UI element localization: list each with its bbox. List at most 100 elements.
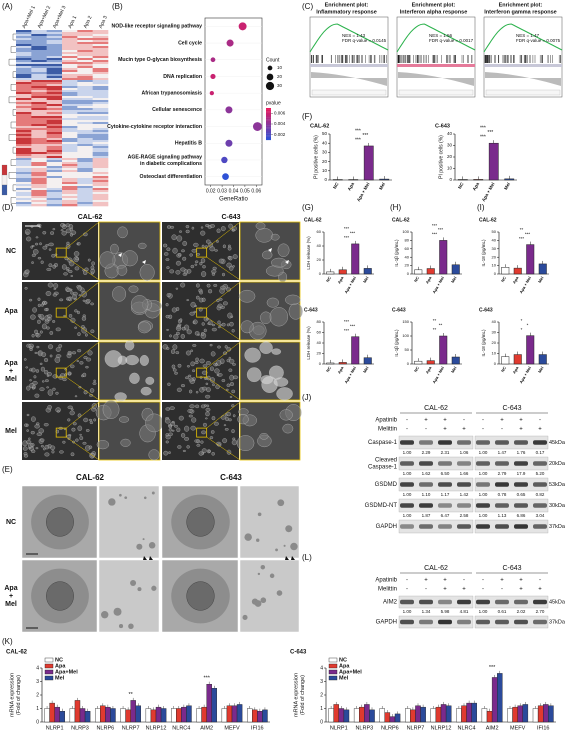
band [457,599,471,605]
heatmap-cell [16,92,32,95]
quant-label: 1.00 [403,492,412,497]
cell [63,272,68,276]
band [533,503,547,508]
organelle [151,585,157,591]
heatmap-cell [16,88,32,91]
bar [84,711,91,723]
heatmap-cell [16,98,32,101]
zoom-box [196,247,208,258]
x-tick-label: Mel [503,182,511,191]
heatmap-cell [77,88,93,91]
category-label: African trypanosomiasis [141,91,202,97]
legend-label: 20 [277,74,283,79]
heatmap-cell [62,52,78,55]
heatmap-cell [31,36,47,39]
heatmap-cell [46,162,63,165]
heatmap-cell [62,78,78,81]
cell [32,307,37,313]
cell [165,435,171,440]
heatmap-cell [31,190,47,193]
blot-strip [474,595,549,609]
x-tick-label: Apa [424,275,432,285]
organelle [244,533,252,541]
cell [185,229,190,234]
heatmap-cell [16,100,32,103]
heatmap-cell [62,152,78,155]
cell [79,433,82,436]
heatmap-cell [46,80,63,83]
bar [504,178,515,181]
cell [82,372,87,378]
heatmap-cell [31,130,47,133]
heatmap-cell [46,112,63,115]
cell [231,329,235,333]
legend-label: Mel [339,675,349,681]
stat-text: FDR q-value = 0.0145 [342,38,387,43]
heatmap-cell [92,160,109,163]
cell [77,285,83,291]
cell [26,413,30,417]
panel-label: (L) [302,553,312,562]
cell [209,224,215,228]
color-key [1,174,8,186]
heatmap-cell [77,172,93,175]
cell [201,271,207,277]
heatmap-cell [46,180,63,183]
column-label: Apa 2 [83,15,94,30]
heatmap-cell [92,34,109,37]
heatmap-cell [77,36,93,39]
cell [164,252,169,256]
dot [221,156,228,164]
heatmap-cell [62,124,78,127]
organelle [113,607,122,616]
cell [59,450,64,454]
cell [67,351,72,356]
bar [262,709,268,723]
heatmap-cell [31,116,47,119]
significance: *** [432,223,438,228]
cell [60,229,64,232]
heatmap-cell [46,144,63,147]
heatmap-cell [92,158,109,161]
cell [186,299,190,301]
cell [47,314,53,318]
bar [49,702,55,723]
heatmap-cell [16,112,32,115]
heatmap-cell [62,178,78,181]
bar [150,709,157,723]
organelle [260,564,266,570]
band [438,503,452,508]
heatmap-cell [92,102,109,105]
cell [33,375,37,379]
heatmap-cell [92,42,109,45]
legend-swatch [328,663,338,669]
row-label: Mel [5,601,17,608]
cell [228,368,233,372]
quant-label: 17.9 [517,471,526,476]
bar [517,705,523,723]
heatmap-cell [16,90,32,93]
legend-swatch [44,675,54,681]
legend-label: Apa+Mel [55,669,78,675]
category-label: Cellular senescence [152,107,202,113]
heatmap-cell [46,166,63,169]
cell [165,303,169,307]
organelle [257,572,261,576]
y-tick-label: 30 [322,150,328,155]
heatmap-cell [77,204,93,207]
band [457,619,471,625]
y-tick-label: 20 [317,351,322,356]
heatmap-cell [77,136,93,139]
cell [200,332,205,336]
cell [35,236,39,239]
y-axis-title: PI positive cells (%) [313,135,319,179]
heatmap-cell [77,38,93,41]
cell [210,430,215,434]
heatmap-cell [31,66,47,69]
bar [54,706,60,723]
cell [196,439,200,444]
cell [46,268,52,271]
heatmap-cell [31,82,47,85]
cell [212,383,215,387]
cell [201,322,205,326]
